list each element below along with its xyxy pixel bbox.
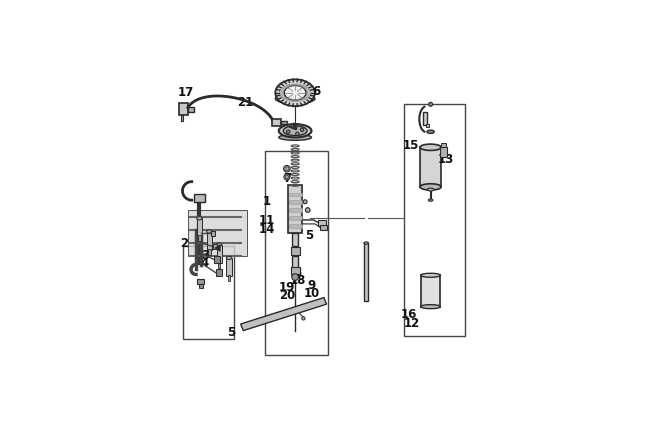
Bar (289, 200, 302, 205)
Circle shape (285, 175, 289, 178)
Text: 5: 5 (227, 326, 235, 339)
Bar (214, 256, 220, 263)
Ellipse shape (216, 243, 222, 246)
Ellipse shape (226, 256, 231, 260)
Circle shape (284, 174, 290, 180)
Bar (207, 232, 212, 250)
Text: 7: 7 (283, 172, 292, 185)
Ellipse shape (279, 134, 311, 140)
Ellipse shape (428, 199, 433, 201)
Ellipse shape (284, 85, 306, 100)
Circle shape (283, 166, 290, 172)
Circle shape (292, 274, 298, 281)
Bar (213, 244, 216, 249)
Bar (272, 119, 281, 126)
Circle shape (294, 126, 297, 129)
Bar (421, 275, 441, 307)
Polygon shape (215, 245, 220, 251)
Bar (291, 267, 300, 275)
Bar (441, 143, 447, 147)
Text: 6: 6 (312, 85, 320, 98)
Bar (281, 121, 287, 124)
Ellipse shape (276, 94, 315, 104)
Bar (216, 245, 222, 263)
Bar (226, 258, 231, 276)
Text: 12: 12 (404, 317, 420, 329)
Bar (404, 104, 465, 335)
Bar (198, 236, 201, 242)
Circle shape (428, 103, 432, 106)
Bar (426, 124, 428, 127)
Text: 3: 3 (201, 249, 209, 262)
Circle shape (302, 317, 305, 320)
Bar (218, 262, 220, 268)
Bar (208, 249, 211, 255)
Text: 1: 1 (263, 195, 271, 208)
Ellipse shape (427, 188, 434, 191)
Text: 13: 13 (437, 153, 454, 166)
Bar (420, 147, 441, 187)
Bar (197, 279, 204, 284)
Bar (194, 193, 205, 202)
Circle shape (306, 208, 310, 212)
Text: 11: 11 (259, 214, 275, 227)
Bar (289, 193, 302, 196)
Text: 8: 8 (293, 266, 302, 279)
Bar (364, 243, 368, 301)
Text: 17: 17 (178, 86, 194, 99)
Bar (188, 107, 194, 112)
Bar (289, 216, 302, 220)
Ellipse shape (421, 305, 441, 308)
Bar (211, 230, 215, 236)
Text: 2: 2 (180, 236, 188, 250)
Bar (197, 218, 202, 236)
Bar (181, 115, 183, 121)
Circle shape (287, 130, 290, 133)
Circle shape (300, 128, 304, 131)
Ellipse shape (420, 184, 441, 190)
Ellipse shape (364, 242, 369, 244)
Circle shape (296, 132, 299, 136)
Text: 14: 14 (259, 223, 275, 236)
Bar (183, 246, 234, 339)
Ellipse shape (276, 79, 315, 106)
Bar (292, 233, 298, 246)
Text: 5: 5 (306, 230, 313, 242)
Bar (265, 151, 328, 355)
Text: 4: 4 (201, 257, 209, 270)
Bar (289, 208, 302, 212)
Bar (423, 112, 427, 125)
Bar (188, 210, 247, 256)
Ellipse shape (420, 144, 441, 151)
Bar (292, 256, 298, 268)
Text: 18: 18 (289, 274, 306, 287)
Ellipse shape (427, 130, 434, 133)
Bar (216, 269, 222, 276)
Text: 19: 19 (279, 281, 295, 294)
Bar (179, 103, 188, 115)
Text: 9: 9 (307, 279, 316, 292)
Bar (289, 224, 302, 228)
Ellipse shape (279, 124, 311, 137)
Bar (441, 147, 447, 157)
Circle shape (303, 200, 307, 204)
Bar (199, 284, 203, 288)
Text: 20: 20 (279, 289, 295, 302)
Ellipse shape (283, 126, 307, 136)
Ellipse shape (421, 273, 441, 277)
Text: 15: 15 (402, 139, 419, 152)
Bar (227, 275, 230, 281)
Text: 16: 16 (400, 308, 417, 320)
Ellipse shape (197, 217, 202, 220)
Text: 10: 10 (304, 287, 320, 300)
Polygon shape (240, 298, 326, 331)
Bar (318, 220, 326, 226)
Bar (288, 185, 302, 233)
Bar (291, 248, 300, 255)
Ellipse shape (207, 230, 212, 233)
Circle shape (285, 167, 289, 171)
Text: 21: 21 (237, 96, 254, 109)
Bar (320, 224, 327, 230)
